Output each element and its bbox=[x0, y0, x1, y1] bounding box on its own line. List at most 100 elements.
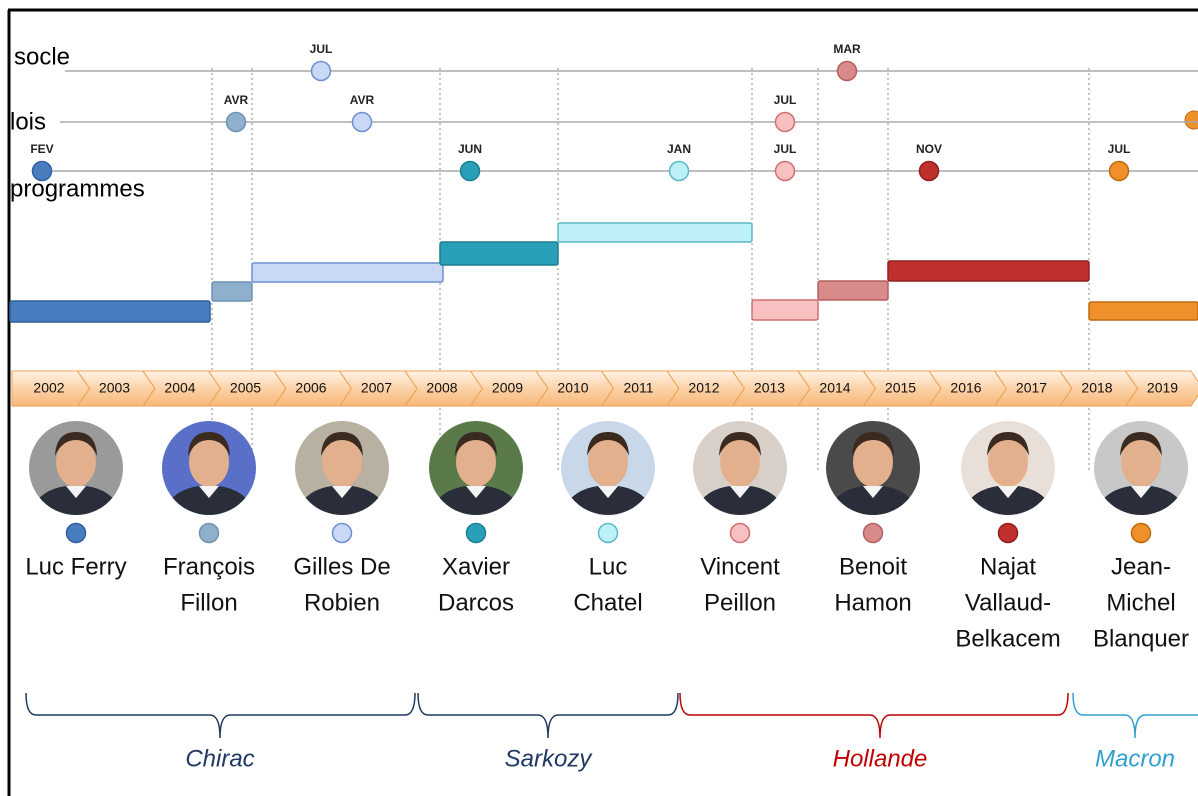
year-label: 2018 bbox=[1081, 380, 1112, 396]
minister-name: Xavier bbox=[442, 553, 510, 580]
minister-name: Michel bbox=[1106, 589, 1175, 616]
event-month: JUL bbox=[310, 42, 333, 56]
year-label: 2015 bbox=[885, 380, 916, 396]
minister-name: Vincent bbox=[700, 553, 780, 580]
event-dot bbox=[838, 62, 857, 81]
event-month: AVR bbox=[350, 93, 375, 107]
minister-name: Fillon bbox=[180, 589, 237, 616]
year-label: 2017 bbox=[1016, 380, 1047, 396]
event-dot bbox=[776, 162, 795, 181]
president-brace bbox=[680, 693, 1068, 738]
president-name: Macron bbox=[1095, 745, 1175, 772]
minister-name: Darcos bbox=[438, 589, 514, 616]
event-month: JUL bbox=[774, 142, 797, 156]
minister-name: Gilles De bbox=[293, 553, 390, 580]
tenure-bar bbox=[752, 300, 818, 320]
tenure-bar bbox=[252, 263, 443, 282]
minister-photo bbox=[294, 421, 390, 518]
minister-dot bbox=[67, 524, 86, 543]
minister-name: Luc bbox=[589, 553, 628, 580]
minister-name: Chatel bbox=[573, 589, 642, 616]
event-month: JUL bbox=[1108, 142, 1131, 156]
minister-photo bbox=[28, 421, 124, 518]
timeline: socle JUL MAR lois AVR AVR JUL programmes FEV JUN… bbox=[0, 0, 1198, 796]
event-month: JAN bbox=[667, 142, 691, 156]
event-dot bbox=[312, 62, 331, 81]
minister-photo bbox=[560, 421, 656, 518]
minister-dot bbox=[467, 524, 486, 543]
year-label: 2004 bbox=[164, 380, 195, 396]
year-label: 2006 bbox=[295, 380, 326, 396]
event-month: FEV bbox=[30, 142, 53, 156]
year-label: 2007 bbox=[361, 380, 392, 396]
minister-name: Vallaud- bbox=[965, 589, 1051, 616]
year-label: 2002 bbox=[33, 380, 64, 396]
minister-dot bbox=[999, 524, 1018, 543]
event-dot bbox=[461, 162, 480, 181]
event-dot bbox=[33, 162, 52, 181]
year-label: 2019 bbox=[1147, 380, 1178, 396]
president-brace bbox=[1073, 693, 1198, 738]
row-label: socle bbox=[14, 43, 70, 70]
year-label: 2005 bbox=[230, 380, 261, 396]
tenure-bar bbox=[818, 281, 888, 300]
year-label: 2010 bbox=[557, 380, 588, 396]
minister-name: Belkacem bbox=[955, 625, 1060, 652]
minister-name: Najat bbox=[980, 553, 1036, 580]
tenure-bar bbox=[212, 282, 252, 301]
tenure-bar bbox=[10, 301, 210, 322]
minister-photo bbox=[960, 421, 1056, 518]
minister-name: Luc Ferry bbox=[25, 553, 126, 580]
tenure-bar bbox=[888, 261, 1089, 281]
timeline-page: socle JUL MAR lois AVR AVR JUL programmes FEV JUN… bbox=[0, 0, 1198, 796]
event-dot bbox=[353, 113, 372, 132]
tenure-bar bbox=[558, 223, 752, 242]
minister-name: Blanquer bbox=[1093, 625, 1189, 652]
event-month: JUL bbox=[774, 93, 797, 107]
minister-photo bbox=[825, 421, 921, 518]
event-month: NOV bbox=[916, 142, 942, 156]
tenure-bar bbox=[440, 242, 558, 265]
year-label: 2012 bbox=[688, 380, 719, 396]
president-name: Sarkozy bbox=[505, 745, 594, 772]
event-dot bbox=[776, 113, 795, 132]
minister-name: Peillon bbox=[704, 589, 776, 616]
event-dot bbox=[227, 113, 246, 132]
minister-photo bbox=[428, 421, 524, 518]
year-label: 2008 bbox=[426, 380, 457, 396]
minister-dot bbox=[731, 524, 750, 543]
minister-dot bbox=[599, 524, 618, 543]
minister-photo bbox=[161, 421, 257, 518]
row-label: lois bbox=[10, 108, 46, 135]
event-dot bbox=[670, 162, 689, 181]
president-name: Chirac bbox=[185, 745, 254, 772]
row-label: programmes bbox=[10, 175, 145, 202]
year-label: 2009 bbox=[492, 380, 523, 396]
year-label: 2003 bbox=[99, 380, 130, 396]
minister-dot bbox=[1132, 524, 1151, 543]
minister-name: François bbox=[163, 553, 255, 580]
minister-photo bbox=[692, 421, 788, 518]
tenure-bar bbox=[1089, 302, 1198, 320]
year-label: 2016 bbox=[950, 380, 981, 396]
event-month: AVR bbox=[224, 93, 249, 107]
minister-photo bbox=[1093, 421, 1189, 518]
event-month: JUN bbox=[458, 142, 482, 156]
year-label: 2011 bbox=[623, 380, 653, 396]
minister-name: Benoit bbox=[839, 553, 907, 580]
president-brace bbox=[26, 693, 415, 738]
president-brace bbox=[418, 693, 678, 738]
minister-name: Hamon bbox=[834, 589, 911, 616]
minister-dot bbox=[333, 524, 352, 543]
event-month: MAR bbox=[833, 42, 861, 56]
event-dot bbox=[1185, 111, 1198, 129]
minister-name: Robien bbox=[304, 589, 380, 616]
event-dot bbox=[1110, 162, 1129, 181]
year-label: 2014 bbox=[819, 380, 850, 396]
year-label: 2013 bbox=[754, 380, 785, 396]
president-name: Hollande bbox=[833, 745, 928, 772]
minister-name: Jean- bbox=[1111, 553, 1171, 580]
minister-dot bbox=[200, 524, 219, 543]
event-dot bbox=[920, 162, 939, 181]
minister-dot bbox=[864, 524, 883, 543]
